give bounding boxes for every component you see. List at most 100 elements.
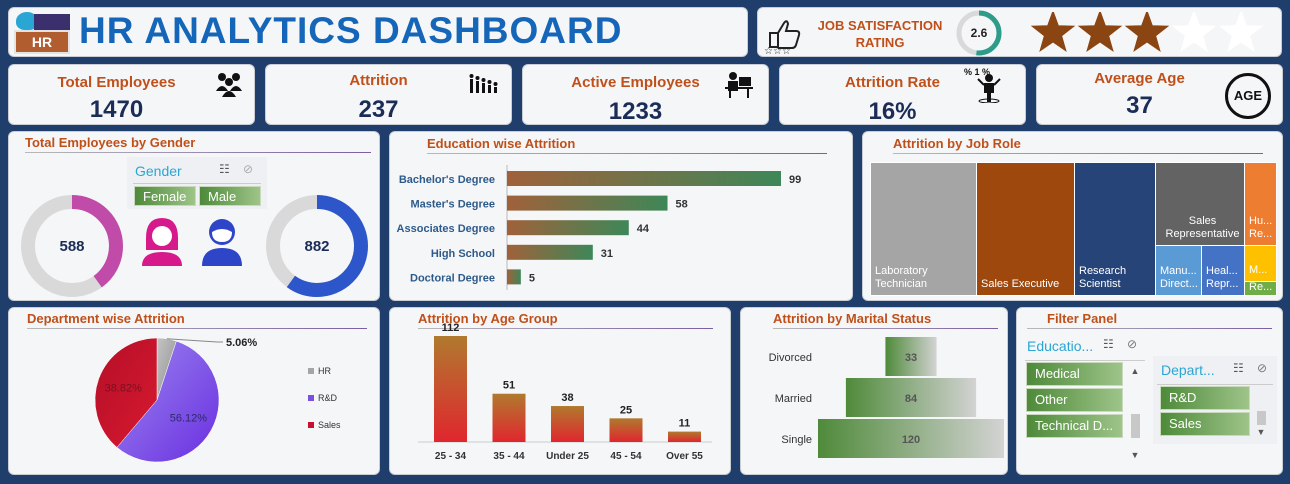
kpi-value: 237: [358, 96, 399, 123]
treemap-tile[interactable]: M...: [1244, 245, 1277, 282]
treemap-tile[interactable]: Re...: [1244, 281, 1277, 296]
data-label: 5.06%: [226, 337, 257, 349]
title-underline: [1027, 328, 1272, 329]
slicer-underline: [1157, 384, 1273, 385]
treemap-tile[interactable]: Heal... Repr...: [1201, 245, 1245, 296]
satisfaction-label-line2: RATING: [855, 35, 905, 50]
pie-slice: [116, 340, 220, 463]
multi-select-icon[interactable]: ☷: [1233, 361, 1244, 375]
satisfaction-label: JOB SATISFACTION RATING: [810, 17, 950, 51]
bar: [492, 393, 526, 442]
category-label: 45 - 54: [610, 451, 642, 462]
slicer-option[interactable]: Medical: [1026, 362, 1123, 386]
female-donut: 588: [21, 195, 123, 297]
male-donut: 882: [266, 195, 368, 297]
treemap-tile[interactable]: Research Scientist: [1074, 162, 1156, 296]
percent-icon-text: % 1 %: [964, 67, 991, 77]
clear-filter-icon[interactable]: ⊘: [1127, 337, 1138, 351]
marital-funnel-chart: 33 Divorced 84 Married 120 Single: [769, 337, 1004, 458]
panel-title: Total Employees by Gender: [25, 135, 196, 150]
slicer-option[interactable]: Technical D...: [1026, 414, 1123, 438]
legend-swatch: [308, 368, 314, 374]
slicer-underline: [133, 183, 261, 184]
slicer-title: Depart...: [1161, 362, 1215, 378]
slicer-option[interactable]: R&D: [1160, 386, 1250, 410]
treemap-tile[interactable]: Laboratory Technician: [870, 162, 977, 296]
slicer-option[interactable]: Other: [1026, 388, 1123, 412]
person-figure: [977, 74, 1001, 103]
tile-label: Manu... Direct...: [1160, 265, 1198, 290]
scroll-up-arrow[interactable]: ▲: [1130, 366, 1140, 376]
category-label: 25 - 34: [435, 451, 467, 462]
category-label: Single: [781, 434, 812, 446]
header-panel: HR HR ANALYTICS DASHBOARD: [8, 7, 748, 57]
category-label: Divorced: [769, 352, 812, 364]
scrollbar-thumb[interactable]: [1131, 414, 1140, 438]
data-label: 38.82%: [105, 383, 143, 395]
star-rating: [1030, 12, 1264, 52]
clear-filter-icon[interactable]: ⊘: [243, 162, 254, 176]
thumbs-up-rating-icon: ☆☆☆: [764, 20, 801, 55]
panel-title: Education wise Attrition: [427, 136, 576, 151]
treemap-tile[interactable]: Sales Executive: [976, 162, 1075, 296]
bar: [609, 418, 643, 442]
slicer-option-male[interactable]: Male: [199, 186, 261, 206]
funnel-bar: [885, 337, 937, 376]
panel-title: Department wise Attrition: [27, 311, 185, 326]
data-label: 120: [902, 434, 920, 446]
slicer-option[interactable]: Sales: [1160, 412, 1250, 436]
title-underline: [27, 328, 367, 329]
legend-swatch: [308, 422, 314, 428]
tile-label: Heal... Repr...: [1206, 265, 1239, 290]
people-group-icon: [216, 73, 242, 97]
star-icon: [1030, 12, 1076, 52]
star-icon: [1171, 12, 1217, 52]
category-label: Associates Degree: [397, 223, 495, 235]
star-icon: [1077, 12, 1123, 52]
tile-label: Re...: [1249, 281, 1273, 293]
data-label: 56.12%: [170, 413, 208, 425]
slicer-title: Educatio...: [1027, 338, 1094, 354]
slicer-title: Gender: [135, 163, 182, 179]
treemap-tile[interactable]: Sales Representative: [1155, 162, 1245, 246]
age-panel: Attrition by Age Group 112 25 - 34 51 35 - …: [389, 307, 731, 475]
department-pie-chart: 5.06% 56.12% 38.82% HR R&D Sales: [94, 337, 341, 463]
legend-label: HR: [318, 366, 331, 376]
tile-label: Research Scientist: [1079, 265, 1127, 290]
female-count: 588: [59, 238, 84, 255]
department-slicer: Depart... ☷ ⊘ R&D Sales ▼: [1153, 356, 1277, 444]
person-percent-icon: % 1 %: [964, 67, 1014, 103]
treemap-tile[interactable]: Hu... Re...: [1244, 162, 1277, 246]
category-label: Master's Degree: [410, 199, 495, 211]
tile-label: Sales Executive: [981, 278, 1060, 290]
education-slicer: Educatio... ☷ ⊘ Medical Other Technical …: [1023, 332, 1147, 470]
data-label: 5: [529, 272, 535, 284]
slicer-option-female[interactable]: Female: [134, 186, 196, 206]
clear-filter-icon[interactable]: ⊘: [1257, 361, 1268, 375]
gender-slicer: Gender ☷ ⊘ Female Male: [127, 157, 267, 209]
star-icon: [1124, 12, 1170, 52]
kpi-label: Total Employees: [57, 74, 176, 91]
data-label: 11: [679, 418, 691, 430]
category-label: Bachelor's Degree: [399, 174, 495, 186]
multi-select-icon[interactable]: ☷: [1103, 337, 1114, 351]
kpi-value: 1233: [608, 98, 663, 125]
treemap-tile[interactable]: Manu... Direct...: [1155, 245, 1202, 296]
multi-select-icon[interactable]: ☷: [219, 162, 230, 176]
panel-title: Filter Panel: [1047, 311, 1118, 326]
legend-swatch: [308, 395, 314, 401]
data-label: 33: [905, 352, 917, 364]
kpi-average-age: Average Age 37 AGE: [1036, 64, 1283, 125]
bar: [507, 220, 629, 236]
scroll-down-arrow[interactable]: ▼: [1256, 427, 1266, 437]
satisfaction-label-line1: JOB SATISFACTION: [817, 18, 943, 33]
scrollbar-thumb[interactable]: [1257, 411, 1266, 425]
kpi-active-employees: Active Employees 1233: [522, 64, 769, 125]
title-underline: [418, 328, 713, 329]
logo-plate: HR: [14, 30, 70, 54]
scroll-down-arrow[interactable]: ▼: [1130, 450, 1140, 460]
bar: [668, 431, 701, 442]
slicer-underline: [1025, 360, 1145, 361]
employee-desk-icon: [725, 72, 753, 98]
bar: [507, 195, 668, 211]
